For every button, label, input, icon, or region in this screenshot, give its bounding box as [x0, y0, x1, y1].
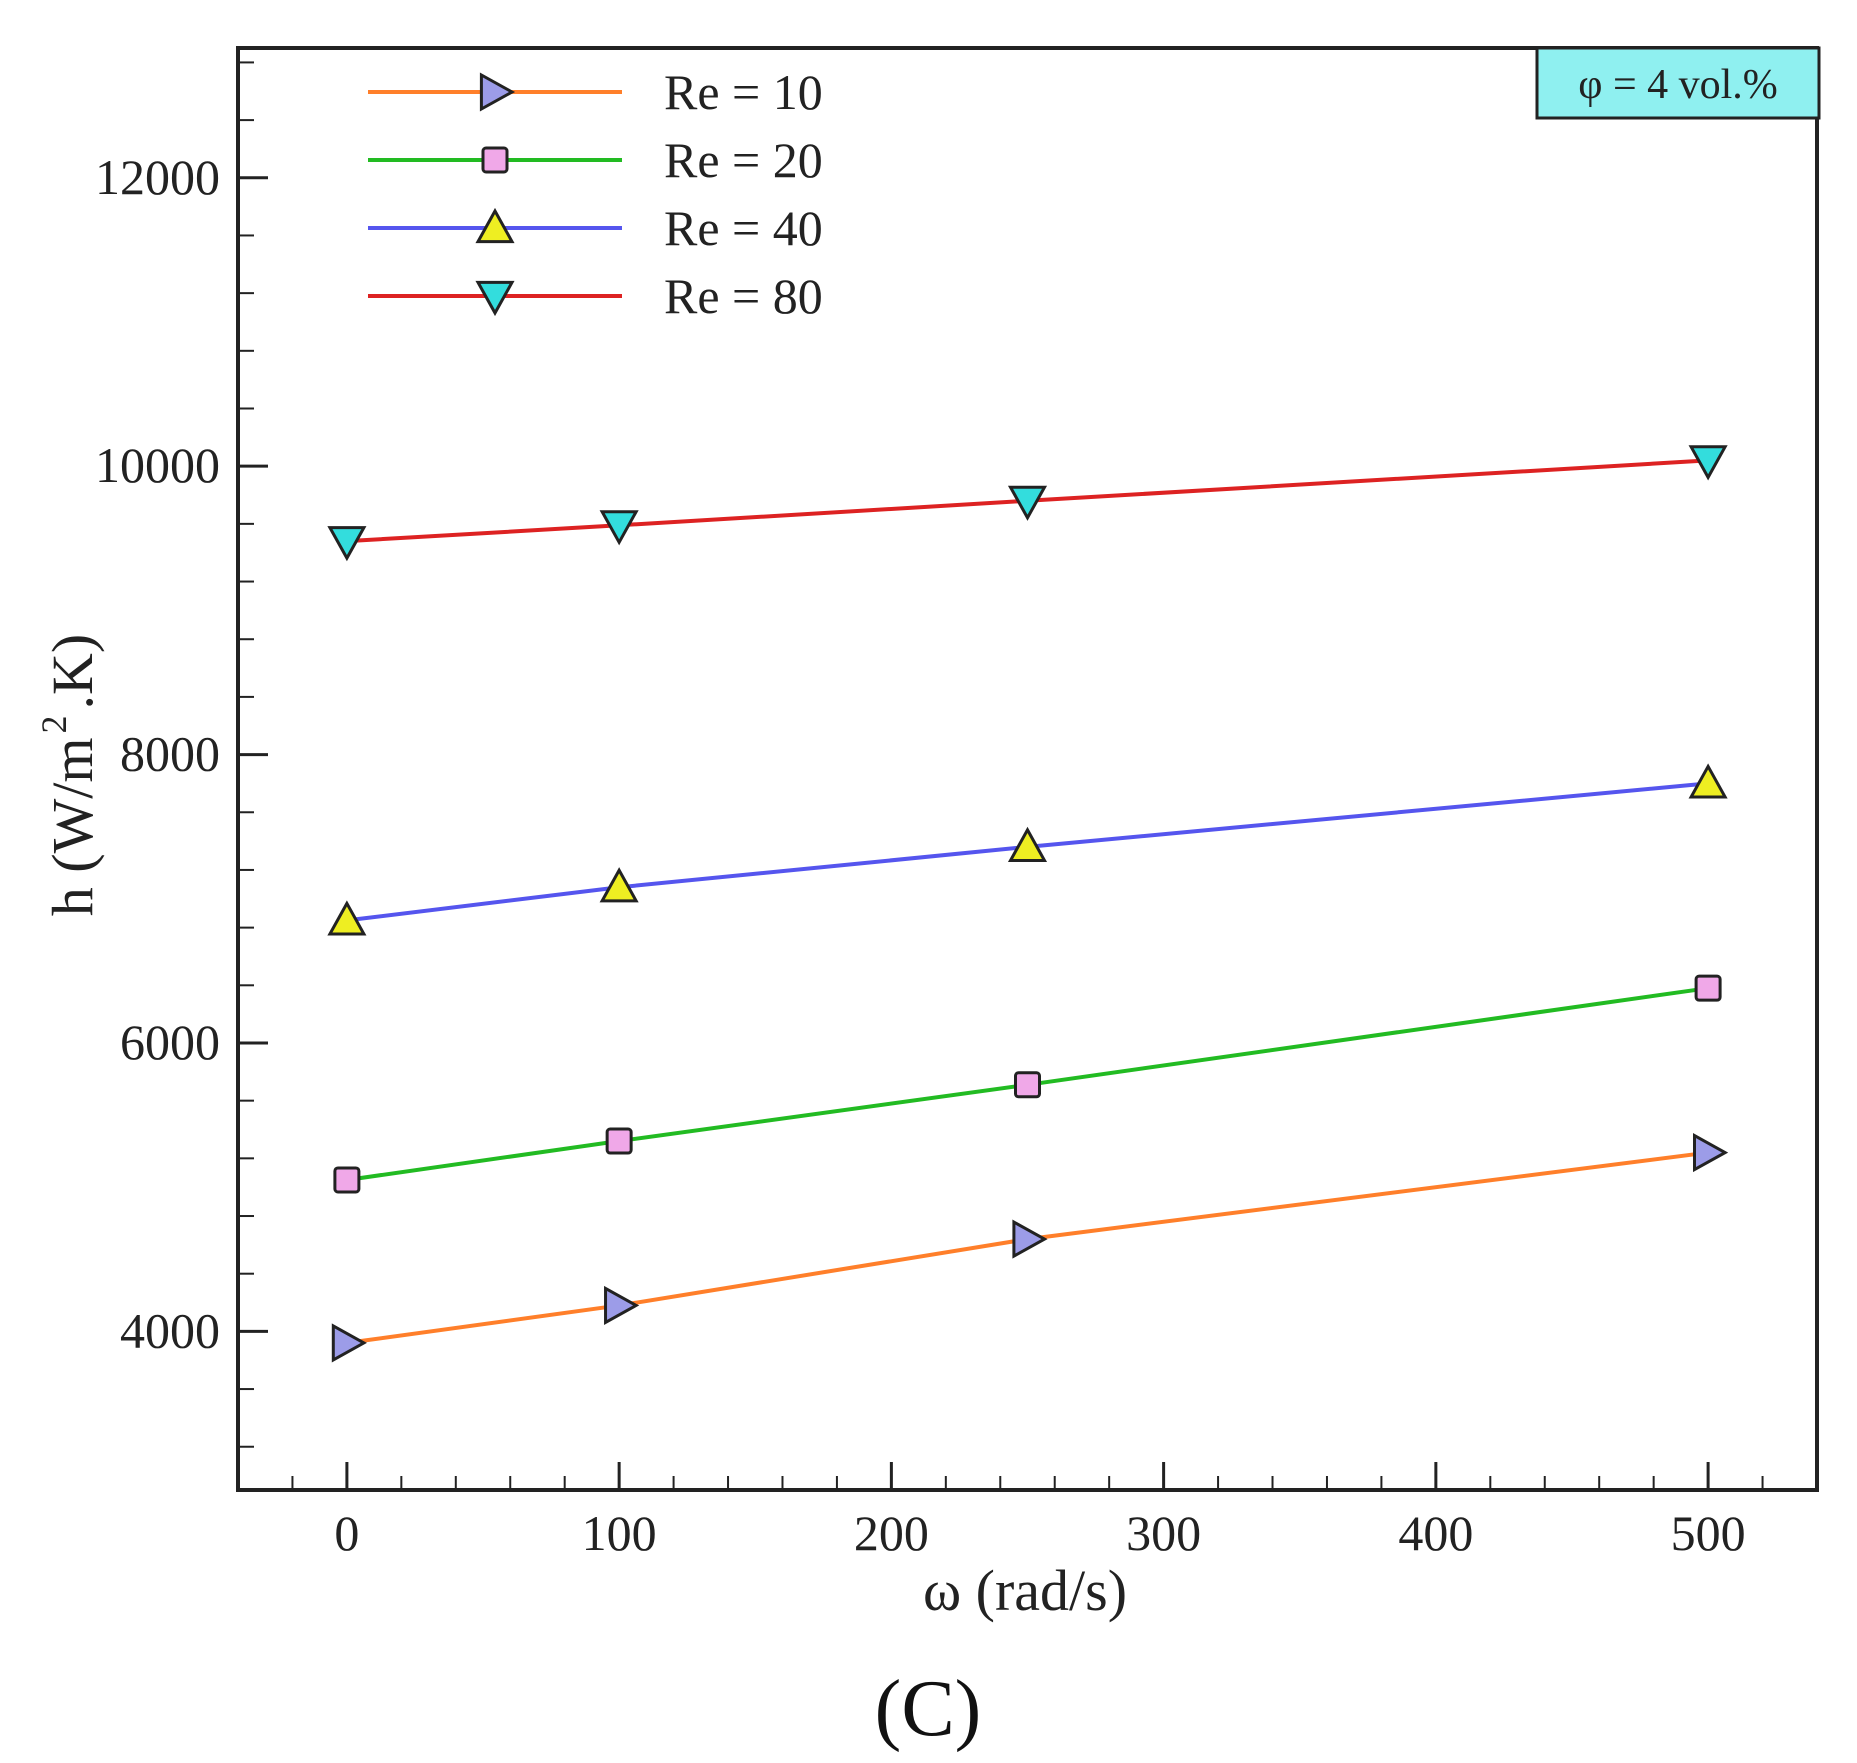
- y-axis-label-main: h (W/m: [40, 737, 105, 916]
- major-ticks: [238, 176, 1710, 1490]
- series-line: [346, 986, 1709, 1182]
- legend-label: Re = 10: [664, 64, 823, 120]
- y-tick-label: 12000: [95, 149, 220, 205]
- series-line: [346, 1150, 1709, 1345]
- data-point: [599, 867, 639, 903]
- x-tick-label: 300: [1126, 1505, 1201, 1561]
- data-point: [604, 1285, 640, 1325]
- legend-label: Re = 40: [664, 200, 823, 256]
- plot-frame: [236, 46, 1819, 1492]
- data-point: [333, 1166, 361, 1194]
- series-re-10: [331, 1133, 1729, 1363]
- legend-marker: [475, 207, 515, 244]
- y-tick-label: 10000: [95, 437, 220, 493]
- series-line: [346, 781, 1709, 923]
- legend-marker: [481, 146, 509, 174]
- data-point: [605, 1127, 633, 1155]
- legend-entry: Re = 20: [368, 132, 823, 188]
- data-point: [327, 526, 367, 562]
- data-point: [1694, 974, 1722, 1002]
- data-point: [1012, 1219, 1048, 1259]
- data-point: [1688, 445, 1728, 481]
- x-tick-label: 500: [1671, 1505, 1746, 1561]
- legend-entry: Re = 80: [368, 268, 823, 324]
- annotation-rect: [1535, 46, 1821, 120]
- series-re-20: [333, 974, 1722, 1194]
- data-point: [1693, 1133, 1729, 1173]
- data-point: [1014, 1071, 1041, 1099]
- data-point: [599, 510, 639, 546]
- series-line: [346, 458, 1709, 544]
- series-layer: [327, 445, 1729, 1363]
- legend-label: Re = 80: [664, 268, 823, 324]
- minor-ticks: [238, 61, 1818, 1490]
- tick-labels: 0 100 200 300 400 500 4000 6000 8000 10000 12000: [95, 149, 1746, 1561]
- data-point: [327, 900, 367, 936]
- data-point: [1007, 485, 1048, 521]
- data-point: [331, 1323, 367, 1363]
- legend-entry: Re = 10: [368, 64, 823, 120]
- y-axis-label: h (W/m 2 .K): [34, 634, 105, 917]
- legend-entry: Re = 40: [368, 200, 823, 256]
- x-tick-label: 200: [854, 1505, 929, 1561]
- legend-marker: [479, 72, 516, 112]
- data-point: [1688, 763, 1728, 799]
- legend: Re = 10 Re = 20 Re = 40 Re = 80: [368, 64, 823, 324]
- y-tick-label: 8000: [120, 726, 220, 782]
- series-re-40: [327, 763, 1728, 936]
- data-point: [1007, 826, 1048, 862]
- x-tick-label: 400: [1398, 1505, 1473, 1561]
- panel-label: (C): [875, 1665, 982, 1753]
- y-axis-label-sup: 2: [34, 715, 74, 733]
- x-axis-label: ω (rad/s): [923, 1558, 1127, 1623]
- x-tick-label: 0: [334, 1505, 359, 1561]
- annotation-text: φ = 4 vol.%: [1578, 62, 1778, 108]
- series-re-80: [327, 445, 1728, 562]
- svg-text:h (W/m2.K): h (W/m 2 .K): [34, 634, 105, 917]
- x-tick-label: 100: [582, 1505, 657, 1561]
- y-tick-label: 6000: [120, 1014, 220, 1070]
- legend-label: Re = 20: [664, 132, 823, 188]
- legend-marker: [475, 280, 515, 317]
- annotation-box: φ = 4 vol.%: [1535, 46, 1821, 120]
- y-axis-label-tail: .K): [40, 634, 105, 710]
- y-tick-label: 4000: [120, 1302, 220, 1358]
